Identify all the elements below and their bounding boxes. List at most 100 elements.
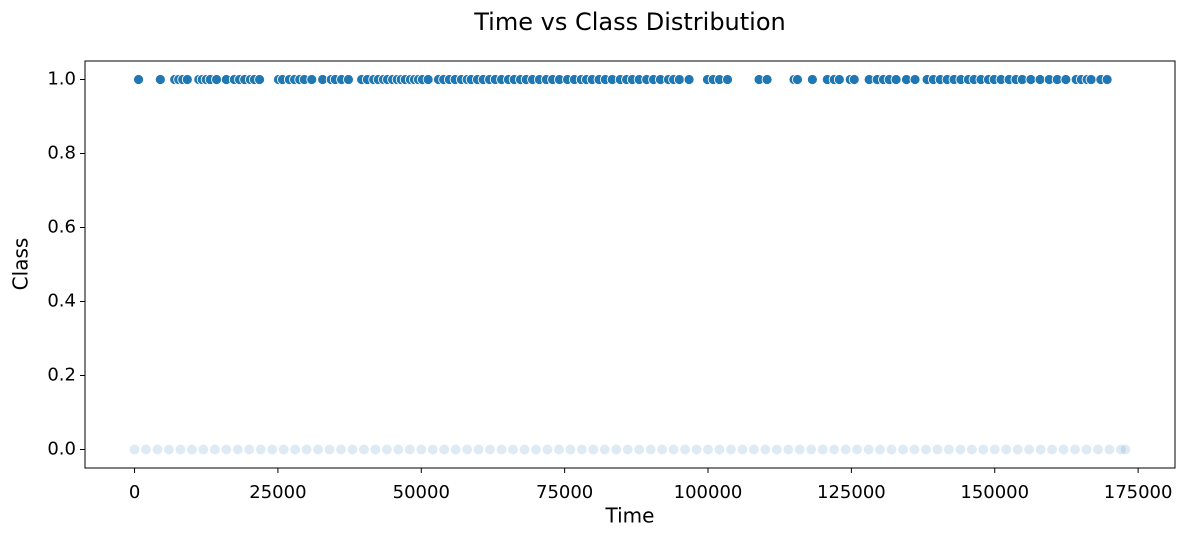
data-point (255, 444, 267, 455)
y-tick-label: 0.2 (47, 365, 76, 386)
data-point (266, 444, 278, 455)
data-point (496, 444, 507, 455)
data-point (656, 444, 668, 455)
data-point (370, 444, 381, 455)
data-point (851, 444, 863, 455)
data-point (886, 444, 897, 455)
data-point (828, 444, 840, 455)
plot-area (129, 74, 1131, 455)
data-point (943, 444, 955, 455)
data-point (633, 444, 645, 455)
data-point (759, 444, 771, 455)
data-point (254, 74, 265, 85)
data-point (702, 444, 714, 455)
data-point (1023, 444, 1035, 455)
y-tick-label: 0.0 (47, 439, 76, 460)
data-point (932, 444, 943, 455)
y-tick-label: 0.6 (47, 217, 76, 238)
data-point (181, 74, 193, 85)
data-point (1092, 444, 1104, 455)
x-tick-label: 125000 (817, 482, 886, 503)
data-point (761, 74, 773, 85)
data-point (152, 444, 163, 455)
data-point (427, 444, 439, 455)
data-point (461, 444, 473, 455)
data-point (1012, 444, 1024, 455)
data-point (587, 444, 599, 455)
data-point (278, 444, 290, 455)
data-point (782, 444, 794, 455)
data-point (129, 444, 140, 455)
data-point (714, 444, 725, 455)
data-point (833, 74, 845, 85)
data-point (1046, 444, 1058, 455)
data-point (840, 444, 852, 455)
data-point (163, 444, 175, 455)
data-point (874, 444, 886, 455)
data-point (725, 444, 737, 455)
data-point (175, 444, 186, 455)
x-axis-label: Time (605, 504, 655, 528)
data-point (392, 444, 404, 455)
data-point (564, 444, 576, 455)
data-point (289, 444, 301, 455)
data-point (806, 74, 818, 85)
data-point (1115, 444, 1127, 455)
data-point (154, 74, 166, 85)
data-point (335, 444, 347, 455)
x-tick-label: 150000 (960, 482, 1029, 503)
data-point (450, 444, 462, 455)
data-point (553, 444, 565, 455)
data-point (909, 74, 921, 85)
data-point (977, 444, 989, 455)
data-point (530, 444, 542, 455)
data-point (792, 74, 803, 85)
data-point (542, 444, 553, 455)
x-tick-label: 50000 (393, 482, 450, 503)
data-point (863, 444, 874, 455)
data-point (771, 444, 783, 455)
data-point (679, 444, 691, 455)
x-tick-label: 25000 (249, 482, 306, 503)
data-point (890, 74, 902, 85)
data-point (848, 74, 860, 85)
data-point (645, 444, 657, 455)
data-point (599, 444, 611, 455)
data-point (507, 444, 519, 455)
data-point (1069, 444, 1081, 455)
data-point (1000, 444, 1012, 455)
data-point (381, 444, 393, 455)
data-point (737, 444, 748, 455)
data-point (1025, 74, 1037, 85)
data-point (691, 444, 702, 455)
data-point (909, 444, 920, 455)
data-point (211, 74, 222, 85)
data-point (438, 444, 450, 455)
data-point (610, 444, 622, 455)
data-point (209, 444, 221, 455)
data-point (576, 444, 588, 455)
y-tick-label: 1.0 (47, 69, 76, 90)
x-tick-label: 175000 (1104, 482, 1173, 503)
data-point (897, 444, 909, 455)
data-point (343, 74, 354, 85)
data-point (243, 444, 255, 455)
data-point (220, 444, 232, 455)
data-point (989, 444, 1001, 455)
data-point (306, 74, 318, 85)
data-point (1120, 444, 1131, 455)
data-point (301, 444, 312, 455)
data-point (484, 444, 496, 455)
x-tick-label: 0 (129, 482, 140, 503)
data-point (186, 444, 198, 455)
data-point (415, 444, 427, 455)
data-point (748, 444, 760, 455)
data-point (1104, 444, 1115, 455)
data-point (805, 444, 817, 455)
data-point (817, 444, 829, 455)
data-point (133, 74, 144, 85)
axes-frame (84, 60, 1176, 469)
data-point (312, 444, 324, 455)
